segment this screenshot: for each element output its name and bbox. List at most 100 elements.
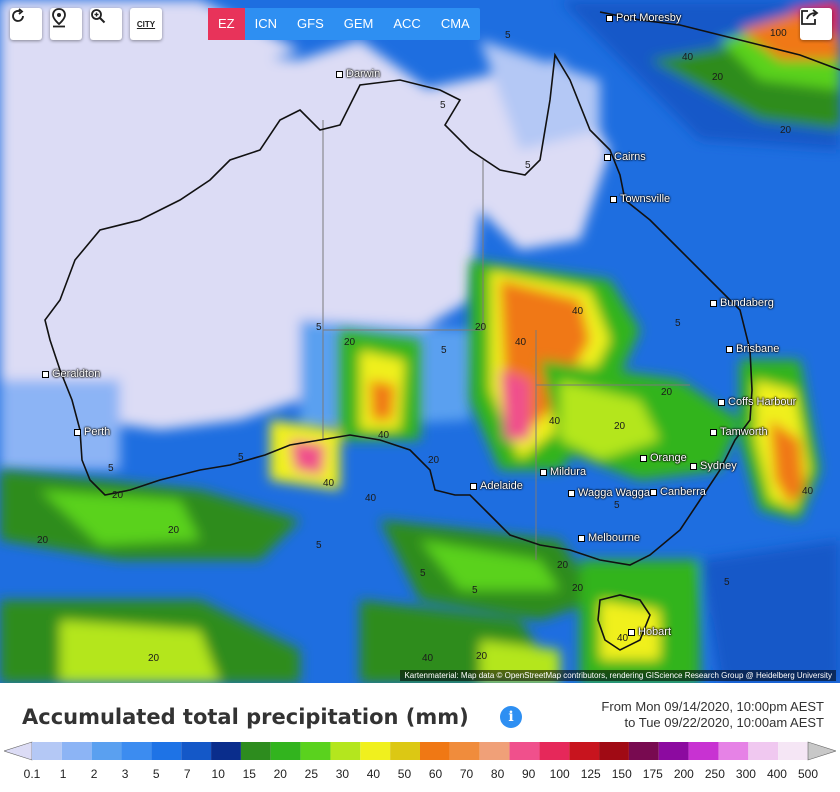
scale-tick-label: 200 [673, 767, 694, 781]
tab-model-ez[interactable]: EZ [208, 8, 245, 40]
model-tabs: EZ ICN GFS GEM ACC CMA [208, 8, 480, 40]
tab-model-icn[interactable]: ICN [254, 16, 278, 31]
city-marker-icon [606, 14, 613, 22]
period-from: From Mon 09/14/2020, 10:00pm AEST [601, 699, 824, 714]
contour-label: 5 [108, 463, 114, 474]
city-cairns[interactable]: Cairns [604, 151, 646, 163]
contour-label: 40 [572, 306, 584, 317]
time-period: From Mon 09/14/2020, 10:00pm AEST to Tue… [601, 699, 824, 731]
contour-label: 20 [572, 583, 584, 594]
contour-label: 40 [682, 52, 694, 63]
contour-label: 20 [168, 525, 180, 536]
contour-label: 20 [780, 125, 792, 136]
city-label: Coffs Harbour [728, 396, 797, 408]
city-marker-icon [628, 628, 635, 636]
city-toggle-button[interactable]: CITY [130, 8, 162, 40]
tab-model-gfs[interactable]: GFS [297, 16, 324, 31]
contour-label: 5 [441, 345, 447, 356]
map-canvas [0, 0, 840, 683]
location-pin-icon [52, 8, 66, 28]
tab-model-acc[interactable]: ACC [393, 16, 421, 31]
city-perth[interactable]: Perth [74, 426, 110, 438]
city-geraldton[interactable]: Geraldton [42, 368, 100, 380]
scale-tick-label: 50 [397, 767, 412, 781]
city-darwin[interactable]: Darwin [336, 68, 380, 80]
legend-title: Accumulated total precipitation (mm) [22, 705, 469, 729]
city-toggle-icon: CITY [136, 19, 156, 29]
scale-tick-label: 20 [273, 767, 287, 781]
city-adelaide[interactable]: Adelaide [470, 480, 523, 492]
share-button[interactable] [800, 8, 832, 40]
city-marker-icon [336, 70, 343, 78]
city-marker-icon [710, 428, 717, 436]
city-coffs-harbour[interactable]: Coffs Harbour [718, 396, 796, 408]
scale-swatch [151, 742, 182, 760]
city-marker-icon [710, 299, 717, 307]
precipitation-map[interactable]: 5 5 5 5 5 5 5 5 5 5 5 20 20 20 20 20 20 … [0, 0, 840, 683]
city-brisbane[interactable]: Brisbane [726, 343, 779, 355]
scale-tick-label: 30 [335, 767, 350, 781]
scale-swatch [91, 742, 122, 760]
refresh-icon [12, 8, 24, 22]
contour-label: 5 [675, 318, 681, 329]
contour-label: 40 [422, 653, 434, 664]
scale-tick-label: 125 [580, 767, 601, 781]
scale-swatch [599, 742, 629, 760]
city-orange[interactable]: Orange [640, 452, 687, 464]
scale-tick-label: 40 [366, 767, 381, 781]
contour-label: 5 [238, 452, 244, 463]
contour-label: 20 [428, 455, 440, 466]
contour-label: 5 [472, 585, 478, 596]
scale-tick-label: 150 [611, 767, 632, 781]
scale-swatch [718, 742, 749, 760]
city-label: Perth [84, 426, 111, 438]
tab-model-cma[interactable]: CMA [440, 16, 470, 31]
scale-tick-label: 80 [490, 767, 505, 781]
scale-tick-label: 90 [521, 767, 536, 781]
tab-model-gem[interactable]: GEM [343, 16, 374, 31]
refresh-button[interactable] [10, 8, 42, 40]
contour-label: 5 [316, 322, 322, 333]
city-label: Brisbane [736, 343, 780, 355]
scale-tick-label: 0.1 [23, 767, 41, 781]
city-hobart[interactable]: Hobart [628, 626, 671, 638]
city-port-moresby[interactable]: Port Moresby [606, 12, 681, 24]
city-tamworth[interactable]: Tamworth [710, 426, 768, 438]
contour-label: 5 [525, 160, 531, 171]
scale-swatch [509, 742, 540, 760]
city-wagga-wagga[interactable]: Wagga Wagga [568, 487, 650, 499]
city-marker-icon [578, 534, 585, 542]
contour-label: 40 [378, 430, 390, 441]
city-label: Port Moresby [616, 12, 682, 24]
scale-swatch [748, 742, 779, 760]
scale-swatch [61, 742, 92, 760]
city-mildura[interactable]: Mildura [540, 466, 586, 478]
city-bundaberg[interactable]: Bundaberg [710, 297, 774, 309]
city-label: Sydney [700, 460, 737, 472]
scale-swatch [778, 742, 808, 760]
city-marker-icon [540, 468, 547, 476]
scale-swatch [539, 742, 570, 760]
city-canberra[interactable]: Canberra [650, 486, 706, 498]
contour-label: 20 [661, 387, 673, 398]
scale-arrow-right [807, 741, 836, 761]
city-marker-icon [604, 153, 611, 161]
contour-label: 20 [37, 535, 49, 546]
zoom-button[interactable] [90, 8, 122, 40]
city-label: Geraldton [52, 368, 101, 380]
contour-label: 40 [802, 486, 814, 497]
scale-tick-label: 250 [704, 767, 725, 781]
location-button[interactable] [50, 8, 82, 40]
city-marker-icon [650, 488, 657, 496]
contour-label: 20 [557, 560, 569, 571]
info-icon[interactable]: i [500, 706, 522, 728]
city-label: Cairns [614, 151, 646, 163]
zoom-in-icon [91, 9, 106, 24]
city-sydney[interactable]: Sydney [690, 460, 737, 472]
city-melbourne[interactable]: Melbourne [578, 532, 640, 544]
scale-tick-label: 400 [766, 767, 787, 781]
scale-swatch [270, 742, 301, 760]
city-townsville[interactable]: Townsville [610, 193, 670, 205]
city-marker-icon [690, 462, 697, 470]
city-marker-icon [718, 398, 725, 406]
